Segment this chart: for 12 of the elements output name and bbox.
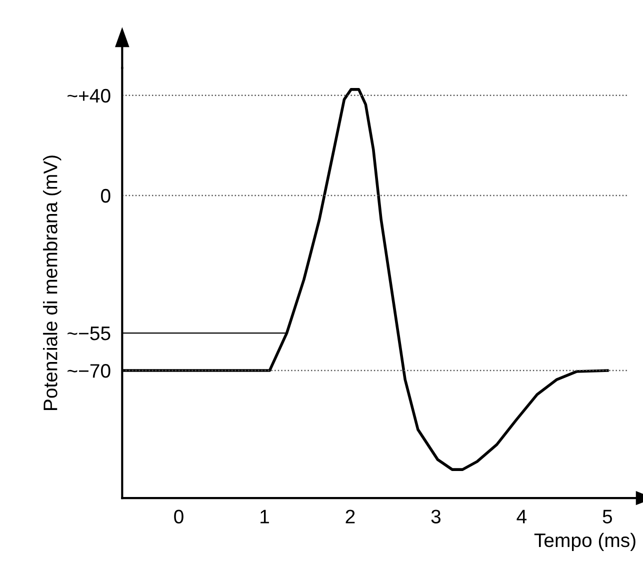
x-tick-label: 4 [516,510,527,524]
y-tick-label: ~−70 [68,364,110,378]
x-tick-label: 0 [174,510,184,524]
y-axis-title: Potenziale di membrana (mV) [43,156,62,410]
y-tick-label: ~−55 [68,326,110,340]
x-tick-label: 1 [260,510,269,524]
y-tick-label: ~+40 [68,88,110,103]
x-tick-label: 3 [431,510,441,524]
x-tick-label: 2 [346,510,355,524]
y-tick-label: 0 [101,188,110,203]
x-tick-label: 5 [602,510,612,524]
x-axis-title: Tempo (ms) [534,532,636,551]
